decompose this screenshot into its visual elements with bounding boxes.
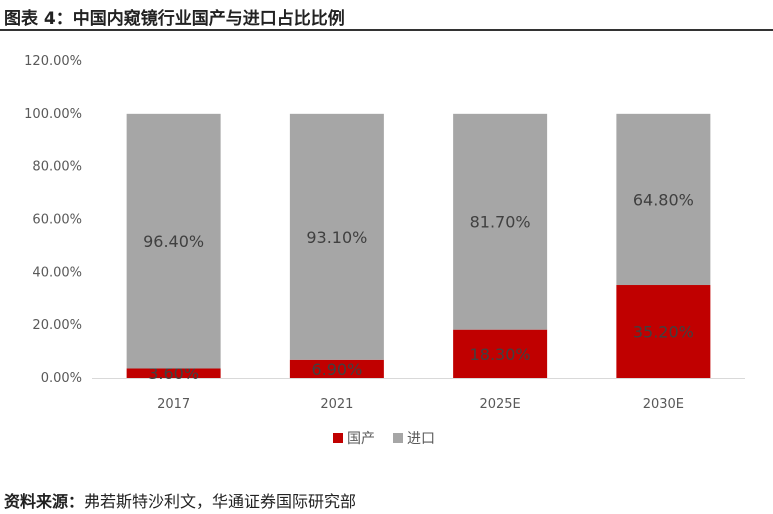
data-label: 81.70% — [470, 213, 531, 232]
source-label: 资料来源： — [4, 492, 85, 511]
bar-segment-domestic — [616, 285, 711, 378]
data-label: 35.20% — [633, 323, 694, 342]
y-tick-label: 20.00% — [32, 318, 82, 333]
y-tick-label: 40.00% — [32, 265, 82, 280]
bar-segment-domestic — [289, 359, 384, 378]
stacked-bar-chart: 0.00% 20.00% 40.00% 60.00% 80.00% 100.00% 120.… — [24, 54, 745, 447]
bar-segment-import — [289, 113, 384, 360]
data-label: 93.10% — [306, 228, 367, 247]
y-tick-label: 100.00% — [24, 107, 82, 122]
bars: 3.60% 96.40% 6.90% 93.10% 18.30% 81.70% 35.20%… — [126, 113, 711, 383]
source-text: 弗若斯特沙利文，华通证券国际研究部 — [84, 492, 357, 511]
y-tick-label: 60.00% — [32, 213, 82, 228]
legend-swatch — [393, 433, 403, 443]
figure-title: 图表 4：中国内窥镜行业国产与进口占比比例 — [4, 9, 345, 29]
legend-label: 进口 — [407, 431, 435, 447]
bar-segment-import — [616, 113, 711, 286]
bar-segment-domestic — [126, 368, 221, 378]
bar-segment-import — [453, 113, 548, 330]
x-tick-label: 2030E — [643, 397, 684, 412]
legend-label: 国产 — [347, 431, 375, 447]
legend-swatch — [333, 433, 343, 443]
bar-segment-import — [126, 113, 221, 369]
x-axis: 2017 2021 2025E 2030E — [157, 397, 684, 412]
source-note: 资料来源：弗若斯特沙利文，华通证券国际研究部 — [4, 488, 356, 512]
y-tick-label: 120.00% — [24, 54, 82, 69]
data-label: 64.80% — [633, 190, 694, 209]
legend: 国产 进口 — [333, 431, 435, 447]
bar-segment-domestic — [453, 329, 548, 378]
data-label: 18.30% — [470, 345, 531, 364]
title-divider — [0, 29, 773, 31]
y-axis: 0.00% 20.00% 40.00% 60.00% 80.00% 100.00% 120.… — [24, 54, 82, 386]
x-tick-label: 2021 — [320, 397, 353, 412]
y-tick-label: 0.00% — [41, 371, 82, 386]
data-label: 96.40% — [143, 232, 204, 251]
x-tick-label: 2025E — [479, 397, 520, 412]
x-tick-label: 2017 — [157, 397, 190, 412]
data-label: 6.90% — [311, 360, 362, 379]
y-tick-label: 80.00% — [32, 160, 82, 175]
data-label: 3.60% — [148, 364, 199, 383]
